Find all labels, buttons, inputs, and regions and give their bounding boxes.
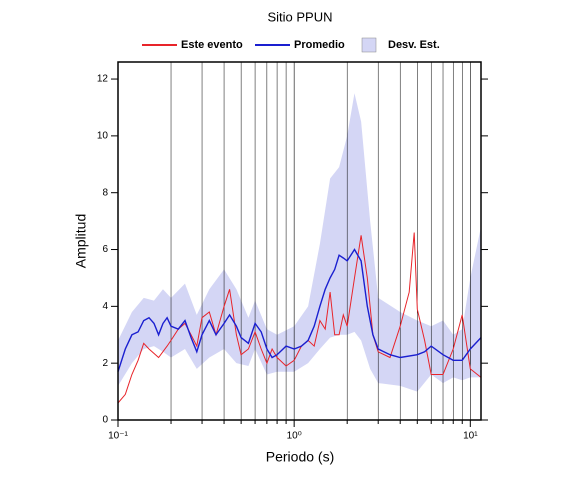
- y-tick-label: 0: [102, 415, 108, 426]
- y-axis-label: Amplitud: [73, 214, 89, 268]
- line: [117, 248, 482, 372]
- x-tick-label: 10⁰: [287, 431, 302, 442]
- y-tick-label: 4: [102, 301, 108, 312]
- legend-label: Desv. Est.: [388, 39, 440, 51]
- legend-label: Este evento: [181, 39, 243, 51]
- y-tick-label: 6: [102, 244, 108, 255]
- legend-swatch: [361, 37, 377, 53]
- x-axis-label: Periodo (s): [266, 449, 334, 465]
- y-tick-label: 10: [97, 131, 109, 142]
- plot-frame: [117, 61, 482, 421]
- y-tick-label: 2: [102, 358, 108, 369]
- x-tick-label: 10¹: [463, 431, 478, 442]
- x-tick-label: 10⁻¹: [108, 431, 128, 442]
- std-band: [118, 93, 481, 392]
- legend-label: Promedio: [294, 39, 345, 51]
- y-tick-label: 8: [102, 187, 108, 198]
- y-tick-label: 12: [97, 74, 109, 85]
- chart-title: Sitio PPUN: [267, 9, 332, 24]
